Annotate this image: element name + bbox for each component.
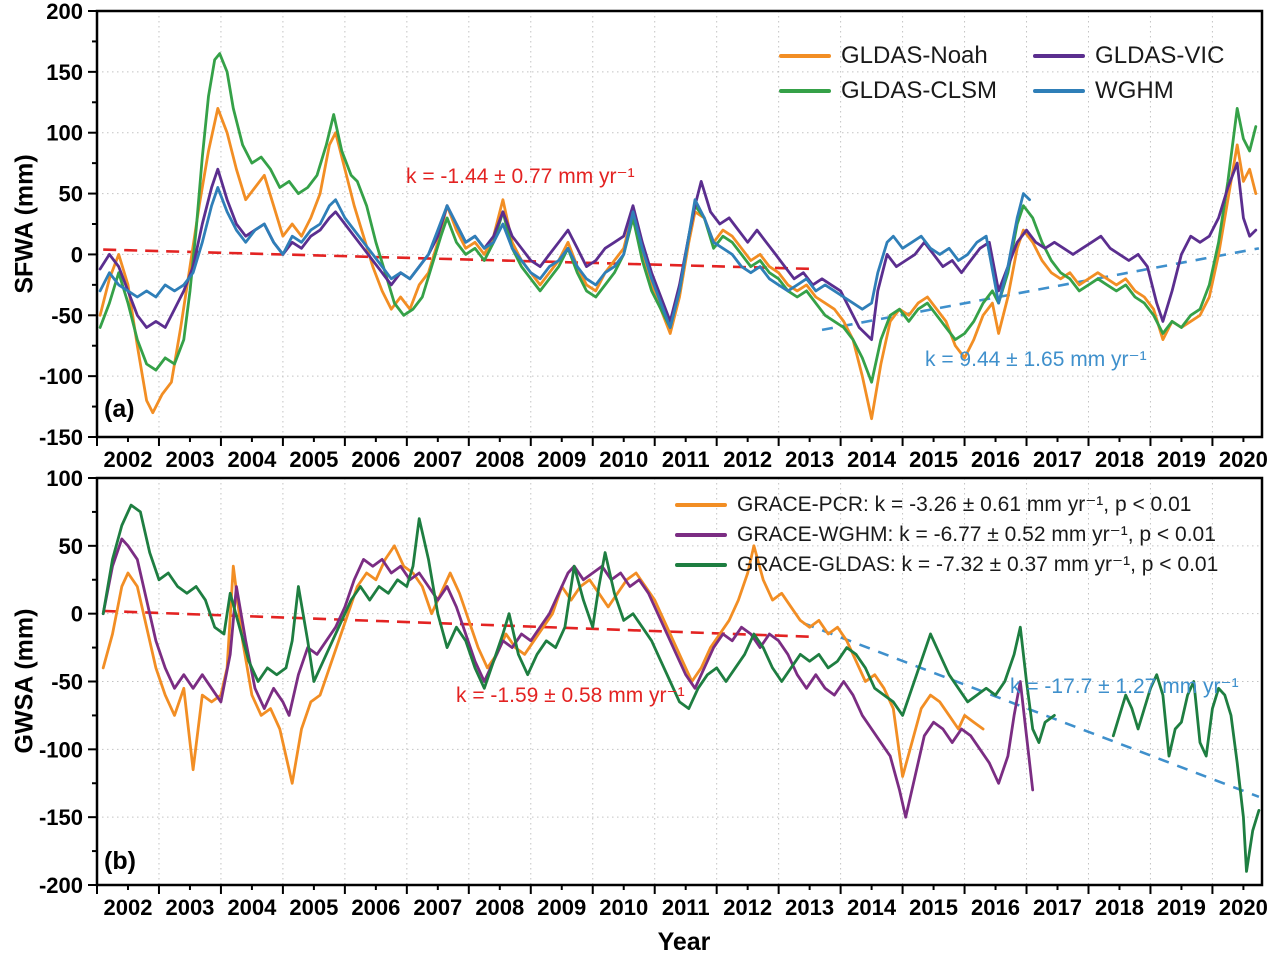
panel-b-plot-area: 2002 2003 2004 2005 2006 2007 2008 2009 2010 2011… — [39, 466, 1268, 920]
panel-letter-a: (a) — [104, 395, 135, 423]
legend-swatch-icon — [779, 54, 831, 58]
y-tick-label: -200 — [39, 873, 83, 898]
y-axis-title-panel-a: SFWA (mm) — [10, 154, 39, 294]
trend-annotation-panel-a-red: k = -1.44 ± 0.77 mm yr⁻¹ — [406, 165, 635, 188]
series-line-grace-wghm — [101, 537, 1035, 819]
x-tick-label: 2020 — [1219, 447, 1268, 472]
x-tick-label: 2010 — [599, 447, 648, 472]
x-tick-label: 2003 — [165, 447, 214, 472]
x-tick-label: 2005 — [289, 895, 338, 920]
x-tick-label: 2015 — [909, 895, 958, 920]
legend-swatch-icon — [779, 89, 831, 93]
plot-frame — [95, 476, 1264, 887]
y-tick-label: 50 — [59, 182, 83, 207]
x-tick-label: 2003 — [165, 895, 214, 920]
x-tick-label: 2011 — [662, 447, 710, 472]
y-tick-label: -100 — [39, 737, 83, 762]
panel-a-plot-area: 2002 2003 2004 2005 2006 2007 2008 2009 2010 2011… — [39, 0, 1268, 472]
legend-panel-b: GRACE-PCR: k = -3.26 ± 0.61 mm yr⁻¹, p <… — [675, 492, 1218, 577]
legend-label: GLDAS-VIC — [1095, 42, 1225, 69]
x-tick-label: 2002 — [104, 447, 153, 472]
x-tick-label: 2018 — [1095, 895, 1144, 920]
x-tick-label: 2009 — [537, 895, 586, 920]
x-tick-label: 2017 — [1033, 895, 1082, 920]
x-tick-label: 2020 — [1219, 895, 1268, 920]
legend-swatch-icon — [1033, 54, 1086, 58]
legend-label: GRACE-GLDAS: k = -7.32 ± 0.37 mm yr⁻¹, p… — [737, 553, 1219, 576]
x-tick-label: 2011 — [662, 895, 710, 920]
y-tick-label: -50 — [51, 670, 83, 695]
legend-swatch-icon — [1033, 89, 1086, 93]
trend-annotation-panel-b-red: k = -1.59 ± 0.58 mm yr⁻¹ — [456, 684, 685, 707]
x-axis-title: Year — [657, 928, 711, 956]
x-tick-label: 2014 — [847, 895, 897, 920]
series-line-grace-gldas — [101, 503, 1261, 873]
legend-swatch-icon — [675, 562, 727, 567]
y-axis-title-panel-b: GWSA (mm) — [10, 608, 39, 754]
y-tick-label: -100 — [39, 364, 83, 389]
y-tick-label: 100 — [46, 466, 83, 491]
x-tick-label: 2009 — [537, 447, 586, 472]
legend-item-grace-wghm: GRACE-WGHM: k = -6.77 ± 0.52 mm yr⁻¹, p … — [675, 522, 1218, 547]
x-tick-label: 2013 — [785, 447, 834, 472]
x-tick-label: 2006 — [351, 447, 400, 472]
y-tick-label: 150 — [46, 60, 83, 85]
legend-panel-a: GLDAS-Noah GLDAS-VIC GLDAS-CLSM WGHM — [779, 42, 1224, 105]
x-tick-label: 2007 — [413, 895, 462, 920]
legend-swatch-icon — [675, 532, 727, 537]
x-tick-label: 2015 — [909, 447, 958, 472]
x-tick-label: 2012 — [723, 895, 772, 920]
legend-item-gldas-vic: GLDAS-VIC — [1033, 42, 1224, 70]
trend-line — [821, 247, 1260, 332]
x-tick-label: 2019 — [1157, 447, 1206, 472]
y-tick-label: -150 — [39, 425, 83, 450]
y-tick-label: 200 — [46, 0, 83, 24]
y-tick-label: 50 — [59, 534, 83, 559]
x-tick-label: 2007 — [413, 447, 462, 472]
x-tick-label: 2013 — [785, 895, 834, 920]
legend-item-grace-pcr: GRACE-PCR: k = -3.26 ± 0.61 mm yr⁻¹, p <… — [675, 492, 1218, 517]
legend-label: GLDAS-CLSM — [841, 77, 998, 104]
x-tick-label: 2005 — [289, 447, 338, 472]
x-tick-label: 2014 — [847, 447, 897, 472]
legend-label: WGHM — [1095, 77, 1174, 104]
y-tick-label: -50 — [51, 303, 83, 328]
x-tick-label: 2002 — [104, 895, 153, 920]
x-tick-label: 2017 — [1033, 447, 1082, 472]
legend-item-gldas-clsm: GLDAS-CLSM — [779, 77, 997, 105]
x-tick-label: 2018 — [1095, 447, 1144, 472]
plot-frame — [95, 9, 1264, 439]
trend-line — [103, 248, 816, 271]
x-tick-label: 2016 — [971, 447, 1020, 472]
x-tick-label: 2006 — [351, 895, 400, 920]
x-tick-label: 2016 — [971, 895, 1020, 920]
panel-letter-b: (b) — [104, 847, 136, 875]
y-tick-label: -150 — [39, 805, 83, 830]
legend-label: GLDAS-Noah — [841, 42, 988, 69]
series-line-gldas-vic — [98, 161, 1258, 341]
series-line-grace-pcr — [101, 544, 985, 785]
trend-annotation-panel-b-blue: k = -17.7 ± 1.27 mm yr⁻¹ — [1010, 675, 1239, 698]
legend-item-wghm: WGHM — [1033, 77, 1224, 105]
x-tick-label: 2012 — [723, 447, 772, 472]
x-tick-label: 2010 — [599, 895, 648, 920]
y-tick-label: 100 — [46, 121, 83, 146]
x-tick-label: 2004 — [227, 895, 277, 920]
series-line-wghm — [98, 186, 1031, 329]
y-tick-label: 0 — [71, 242, 83, 267]
x-tick-label: 2019 — [1157, 895, 1206, 920]
trend-line — [103, 609, 810, 639]
legend-label: GRACE-WGHM: k = -6.77 ± 0.52 mm yr⁻¹, p … — [737, 523, 1216, 546]
y-tick-label: 0 — [71, 602, 83, 627]
legend-item-gldas-noah: GLDAS-Noah — [779, 42, 997, 70]
legend-item-grace-gldas: GRACE-GLDAS: k = -7.32 ± 0.37 mm yr⁻¹, p… — [675, 552, 1218, 577]
legend-label: GRACE-PCR: k = -3.26 ± 0.61 mm yr⁻¹, p <… — [737, 493, 1192, 516]
series-line-gldas-noah — [98, 107, 1258, 421]
trend-annotation-panel-a-blue: k = 9.44 ± 1.65 mm yr⁻¹ — [925, 348, 1147, 371]
legend-swatch-icon — [675, 502, 727, 507]
x-tick-label: 2008 — [475, 447, 524, 472]
x-tick-label: 2008 — [475, 895, 524, 920]
x-tick-label: 2004 — [227, 447, 277, 472]
